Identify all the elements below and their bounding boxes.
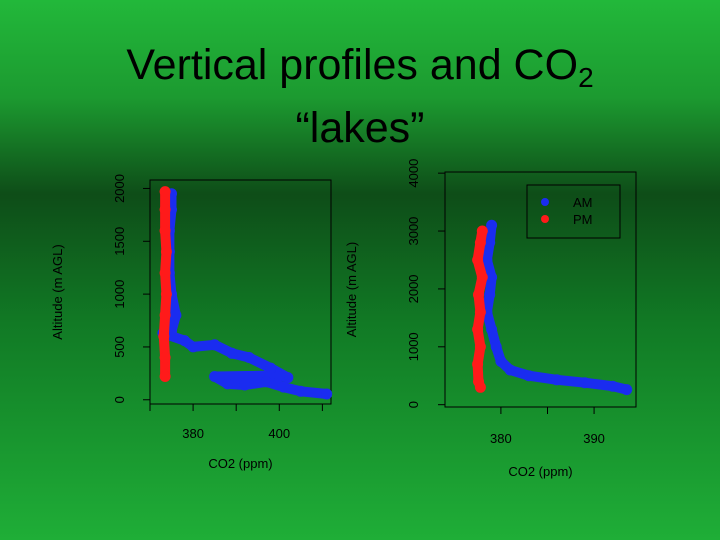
x-tick-label: 400: [268, 426, 290, 441]
y-tick-label: 2000: [112, 174, 127, 203]
am-point: [486, 323, 498, 335]
am-point: [222, 378, 234, 390]
legend-label-am: AM: [573, 195, 593, 210]
am-point: [239, 379, 251, 391]
pm-point: [160, 246, 172, 258]
pm-point: [158, 330, 170, 342]
pm-point: [474, 341, 486, 353]
pm-point: [476, 271, 488, 283]
legend-marker-am: [541, 198, 549, 206]
am-point: [486, 271, 498, 283]
am-point: [484, 237, 496, 249]
x-tick-label: 380: [490, 431, 512, 446]
pm-point: [159, 267, 171, 279]
am-point: [495, 355, 507, 367]
y-tick-label: 500: [112, 336, 127, 358]
pm-point: [159, 309, 171, 321]
am-point: [481, 254, 493, 266]
am-trace: [481, 220, 632, 395]
pm-point: [476, 225, 488, 237]
am-point: [260, 376, 272, 388]
am-point: [209, 371, 221, 382]
am-point: [278, 381, 290, 393]
am-point: [265, 362, 277, 374]
am-point: [209, 339, 221, 351]
pm-point: [159, 352, 171, 363]
x-axis-label: CO2 (ppm): [508, 464, 572, 479]
pm-point: [473, 289, 484, 301]
pm-point: [474, 306, 486, 318]
y-tick-label: 4000: [406, 159, 421, 188]
am-point: [484, 289, 496, 301]
am-point: [486, 219, 498, 231]
y-tick-label: 1000: [406, 332, 421, 361]
pm-point: [472, 358, 484, 370]
pm-point: [472, 323, 484, 335]
am-point: [523, 370, 535, 382]
legend-label-pm: PM: [573, 212, 593, 227]
pm-point: [472, 254, 484, 266]
slide-title: Vertical profiles and CO2 “lakes”: [0, 40, 720, 153]
am-point: [295, 385, 307, 397]
pm-trace: [158, 186, 172, 382]
y-tick-label: 0: [112, 396, 127, 403]
y-tick-label: 0: [406, 401, 421, 408]
title-line-1: Vertical profiles and CO2: [126, 41, 594, 93]
am-point: [273, 370, 285, 381]
legend: AM PM: [526, 184, 621, 239]
title-line-2: “lakes”: [295, 104, 425, 152]
am-point: [579, 377, 591, 389]
am-point: [321, 388, 333, 400]
y-axis-label: Altitude (m AGL): [50, 244, 65, 339]
am-point: [170, 309, 182, 321]
x-axis-label: CO2 (ppm): [208, 456, 272, 471]
plot-frame: [444, 171, 637, 408]
legend-marker-pm: [541, 215, 549, 223]
am-series: [481, 219, 633, 396]
y-tick-label: 2000: [406, 274, 421, 303]
am-point: [504, 364, 516, 376]
pm-point: [160, 288, 172, 300]
pm-series: [158, 186, 172, 382]
plot-frame: [149, 179, 332, 405]
pm-point: [159, 186, 171, 198]
x-tick-label: 380: [182, 426, 204, 441]
pm-point: [474, 237, 486, 249]
am-point: [226, 347, 238, 359]
am-point: [607, 380, 619, 392]
am-point: [490, 341, 502, 353]
y-tick-label: 1000: [112, 280, 127, 309]
am-point: [187, 341, 199, 353]
pm-point: [159, 225, 171, 237]
am-point: [179, 335, 190, 347]
am-point: [243, 352, 255, 363]
x-tick-label: 390: [583, 431, 605, 446]
am-point: [551, 374, 563, 386]
pm-point: [474, 381, 486, 393]
pm-point: [159, 204, 171, 216]
am-point: [282, 372, 294, 384]
y-axis-label: Altitude (m AGL): [344, 242, 359, 337]
am-point: [621, 384, 633, 396]
y-tick-label: 1500: [112, 227, 127, 256]
pm-point: [159, 371, 171, 382]
legend-box: [526, 184, 621, 239]
y-tick-label: 3000: [406, 217, 421, 246]
pm-series: [472, 225, 488, 393]
